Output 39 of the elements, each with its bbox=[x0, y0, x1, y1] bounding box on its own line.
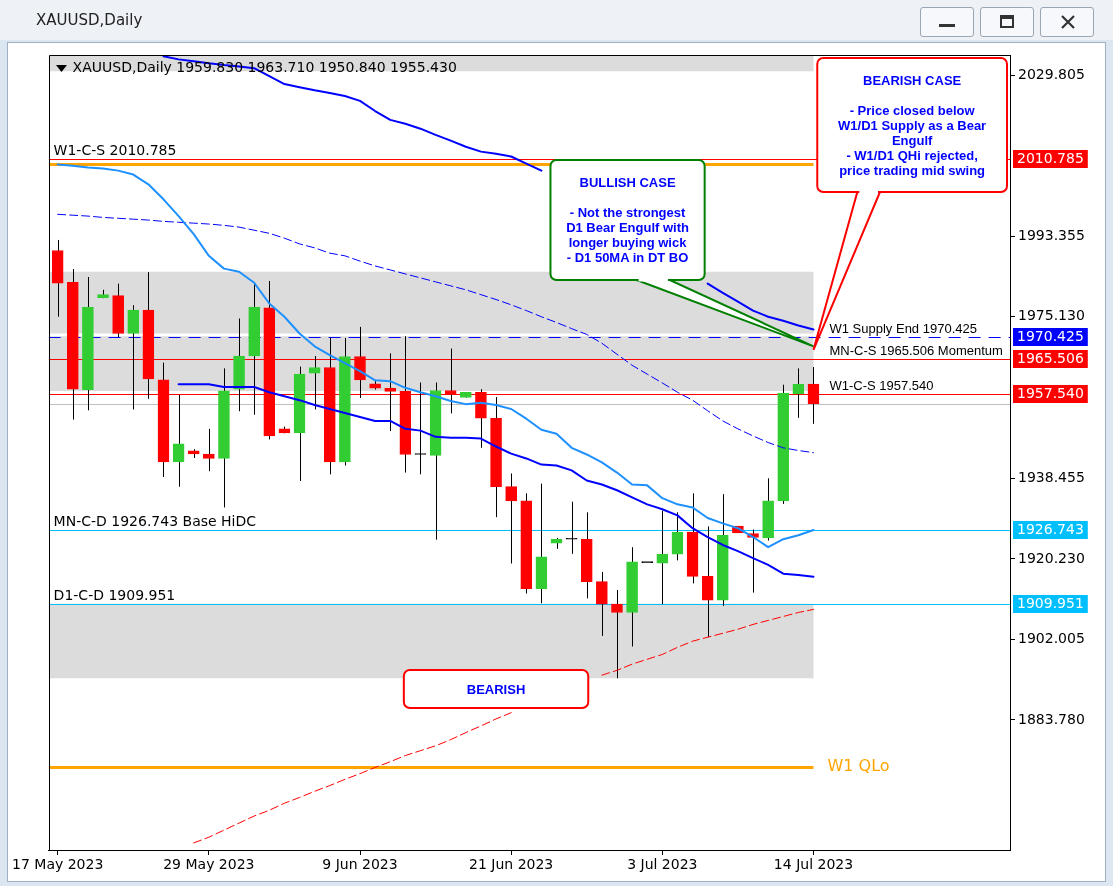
candlestick bbox=[671, 511, 684, 561]
x-tick-label: 14 Jul 2023 bbox=[773, 856, 854, 873]
x-tick-label: 29 May 2023 bbox=[163, 856, 255, 873]
candlestick bbox=[203, 428, 215, 472]
y-tick-label: 1975.130 bbox=[1018, 307, 1085, 324]
ref-line-label: 1957.540 bbox=[1017, 384, 1084, 401]
annotation: BEARISH CASE - Price closed below W1/D1 Supply as a Bear Engulf - W1/D1 QHi rejected, price trading mid swing bbox=[838, 72, 987, 178]
annotation: D1-C-D 1909.951 bbox=[53, 587, 176, 604]
ref-line-label: 1970.425 bbox=[1017, 327, 1084, 344]
candlestick bbox=[656, 510, 669, 605]
annotation: MN-C-S 1965.506 Momentum bbox=[829, 343, 1003, 359]
ref-line-label: 2010.785 bbox=[1017, 149, 1084, 166]
annotation: W1-C-S 1957.540 bbox=[829, 378, 934, 394]
candlestick bbox=[127, 304, 140, 410]
annotation: W1 Supply End 1970.425 bbox=[829, 321, 977, 337]
x-tick-label: 17 May 2023 bbox=[12, 856, 104, 873]
y-tick-label: 1938.455 bbox=[1018, 469, 1085, 486]
candlestick bbox=[308, 355, 321, 410]
chart-subtitle: XAUUSD,Daily 1959.830 1963.710 1950.840 1955.430 bbox=[72, 59, 457, 76]
x-tick-label: 9 Jun 2023 bbox=[322, 856, 398, 873]
y-tick-label: 1993.355 bbox=[1018, 226, 1085, 243]
chart-title: XAUUSD,Daily bbox=[36, 11, 143, 29]
x-tick-label: 21 Jun 2023 bbox=[469, 856, 554, 873]
x-tick-label: 3 Jul 2023 bbox=[627, 856, 698, 873]
y-tick-label: 1883.780 bbox=[1018, 710, 1085, 727]
candlestick bbox=[505, 472, 517, 564]
y-tick-label: 1920.230 bbox=[1018, 549, 1085, 566]
ref-line-label: 1909.951 bbox=[1017, 594, 1084, 611]
candlestick bbox=[565, 501, 578, 555]
ref-line-label: 1965.506 bbox=[1017, 349, 1084, 366]
ref-line-label: W1 QLo bbox=[827, 755, 890, 775]
annotation: BULLISH CASE - Not the strongest D1 Bear Engulf with longer buying wick - D1 50MA in DT BO bbox=[566, 175, 689, 265]
candlestick bbox=[596, 571, 608, 637]
ref-line-label: 1926.743 bbox=[1017, 520, 1084, 537]
y-tick-label: 1902.005 bbox=[1018, 630, 1085, 647]
annotation: BEARISH bbox=[466, 681, 526, 697]
annotation: MN-C-D 1926.743 Base HiDC bbox=[53, 513, 257, 530]
y-tick-label: 2029.805 bbox=[1018, 65, 1085, 82]
annotation: W1-C-S 2010.785 bbox=[53, 142, 177, 159]
